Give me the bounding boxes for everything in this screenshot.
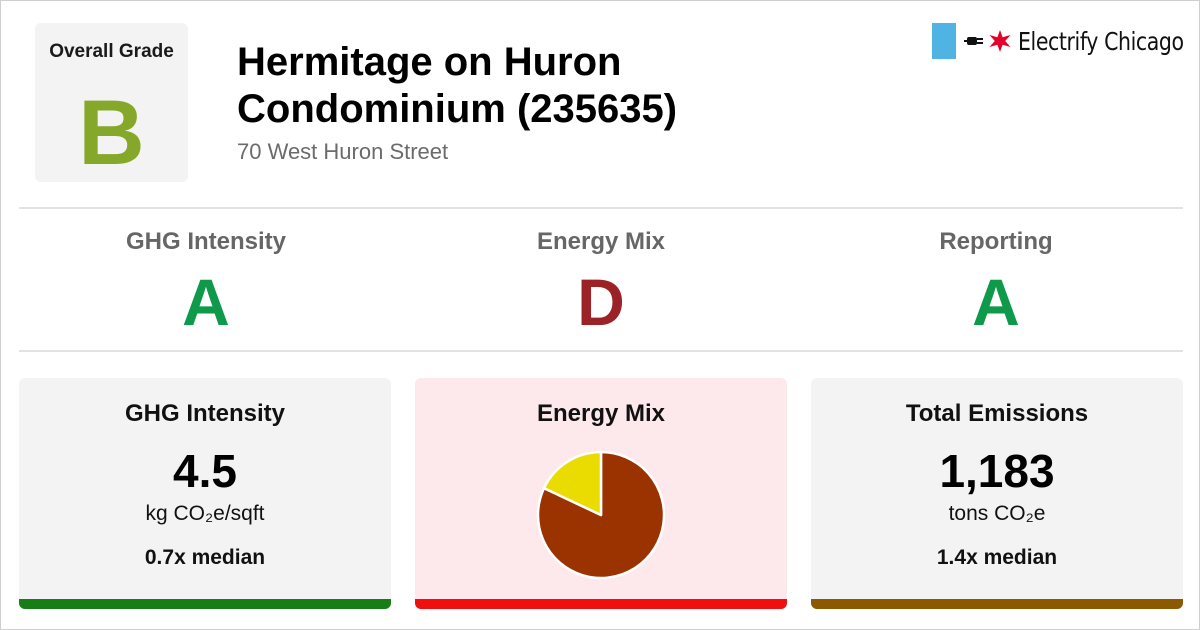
card-energy-mix: Energy Mix — [415, 378, 787, 609]
grade-energy-mix: Energy Mix D — [436, 227, 766, 337]
building-title-line-2: Condominium (235635) — [237, 87, 678, 131]
grade-reporting: Reporting A — [831, 227, 1161, 337]
card-ghg-intensity-median: 0.7x median — [144, 546, 266, 569]
divider-middle — [19, 350, 1183, 352]
logo-text: Electrify Chicago — [1018, 26, 1184, 56]
divider-top — [19, 207, 1183, 209]
star-icon — [989, 30, 1011, 52]
card-ghg-intensity-title: GHG Intensity — [124, 400, 286, 427]
card-ghg-intensity-unit: kg CO₂e/sqft — [145, 502, 265, 525]
card-energy-mix-bar — [415, 599, 787, 609]
building-title: Hermitage on Huron Condominium (235635) — [237, 39, 897, 133]
card-ghg-intensity: GHG Intensity 4.5 kg CO₂e/sqft 0.7x medi… — [19, 378, 391, 609]
card-total-emissions-value: 1,183 — [939, 445, 1055, 497]
overall-grade-label: Overall Grade — [49, 41, 174, 62]
card-ghg-intensity-value: 4.5 — [173, 445, 237, 497]
card-total-emissions: Total Emissions 1,183 tons CO₂e 1.4x med… — [811, 378, 1183, 609]
building-title-line-1: Hermitage on Huron — [237, 40, 622, 84]
pie-slice-2 — [542, 450, 603, 517]
energy-mix-pie-chart — [536, 450, 666, 580]
electrify-chicago-logo[interactable]: Electrify Chicago — [932, 23, 1200, 59]
card-energy-mix-title: Energy Mix — [536, 400, 666, 427]
card-total-emissions-title: Total Emissions — [905, 400, 1089, 427]
building-address: 70 West Huron Street — [237, 139, 449, 164]
grade-energy-mix-letter: D — [577, 265, 625, 339]
overall-grade-box: Overall Grade B — [35, 23, 188, 182]
grade-ghg-intensity: GHG Intensity A — [41, 227, 371, 337]
grade-ghg-intensity-label: GHG Intensity — [125, 228, 287, 255]
plug-icon — [964, 37, 983, 45]
card-total-emissions-unit: tons CO₂e — [948, 502, 1046, 525]
card-total-emissions-bar — [811, 599, 1183, 609]
overall-grade-letter: B — [78, 82, 145, 184]
grade-reporting-letter: A — [972, 265, 1020, 339]
grade-ghg-intensity-letter: A — [182, 265, 230, 339]
card-total-emissions-median: 1.4x median — [936, 546, 1058, 569]
grade-reporting-label: Reporting — [939, 228, 1053, 255]
card-ghg-intensity-bar — [19, 599, 391, 609]
grade-energy-mix-label: Energy Mix — [536, 228, 666, 255]
flag-stripe-icon — [932, 23, 956, 59]
